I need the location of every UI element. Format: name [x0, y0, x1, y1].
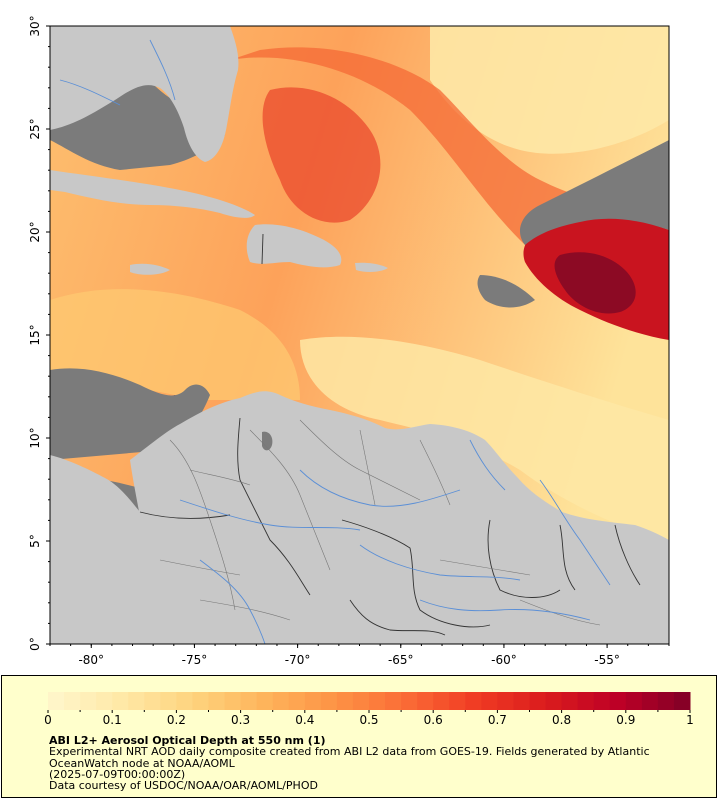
colorbar-cells — [48, 692, 691, 710]
colorbar-cell — [513, 692, 530, 710]
colorbar-cell — [320, 692, 338, 710]
lat-tick-label: 0° — [28, 637, 42, 651]
lon-tick-label: -80° — [78, 653, 104, 667]
colorbar-cell — [160, 692, 177, 710]
colorbar-cell — [352, 692, 370, 710]
lon-tick-label: -65° — [388, 653, 414, 667]
legend-title: ABI L2+ Aerosol Optical Depth at 550 nm … — [49, 734, 326, 747]
aod-core — [262, 87, 381, 223]
colorbar-cell — [577, 692, 595, 710]
land-jamaica — [130, 263, 170, 275]
colorbar-tick-label: 1 — [686, 713, 694, 727]
aod-extreme-patch — [554, 252, 636, 314]
colorbar-cell — [673, 692, 691, 710]
colorbar-tick-label: 0.7 — [488, 713, 507, 727]
colorbar-cell — [240, 692, 258, 710]
colorbar-cell — [593, 692, 611, 710]
colorbar-cell — [401, 692, 418, 710]
colorbar-cell — [497, 692, 514, 710]
legend-credit: Data courtesy of USDOC/NOAA/OAR/AOML/PHO… — [49, 779, 318, 792]
colorbar-cell — [449, 692, 466, 710]
colorbar-cell — [369, 692, 386, 710]
lon-tick-label: -60° — [491, 653, 517, 667]
colorbar-cell — [48, 692, 65, 710]
lat-tick-label: 30° — [28, 15, 42, 36]
map-figure: 0° 5° 10° 15° 20° 25° 30° -80° -75° -70° -65° -60°… — [28, 15, 670, 667]
colorbar-cell — [465, 692, 482, 710]
colorbar-tick-label: 0.3 — [231, 713, 250, 727]
colorbar-tick-label: 0.8 — [552, 713, 571, 727]
colorbar-cell — [433, 692, 450, 710]
colorbar-cell — [288, 692, 306, 710]
colorbar-cell — [481, 692, 498, 710]
colorbar-tick-label: 0.4 — [295, 713, 314, 727]
colorbar-cell — [625, 692, 643, 710]
longitude-axis: -80° -75° -70° -65° -60° -55° — [49, 644, 670, 667]
land-hispaniola — [246, 224, 342, 268]
colorbar-cell — [96, 692, 113, 710]
colorbar-cell — [64, 692, 81, 710]
colorbar-cell — [128, 692, 145, 710]
lat-tick-label: 15° — [28, 324, 42, 345]
colorbar-tick-label: 0.2 — [167, 713, 186, 727]
land-puerto-rico — [355, 262, 388, 273]
admin-borders — [159, 419, 601, 626]
lon-tick-label: -70° — [285, 653, 311, 667]
colorbar-cell — [192, 692, 209, 710]
nodata-east2 — [477, 275, 535, 308]
colorbar-cell — [641, 692, 659, 710]
land-north-america — [50, 26, 239, 162]
legend-description: Experimental NRT AOD daily composite cre… — [49, 745, 650, 770]
colorbar-cell — [176, 692, 193, 710]
lat-tick-label: 10° — [28, 427, 42, 448]
colorbar-cell — [545, 692, 563, 710]
colorbar-ticks: 0 0.1 0.2 0.3 0.4 0.5 0.6 0.7 0.8 0.9 1 — [44, 710, 694, 727]
lat-tick-label: 5° — [28, 534, 42, 548]
colorbar-cell — [256, 692, 274, 710]
colorbar-cell — [336, 692, 354, 710]
lon-tick-label: -75° — [182, 653, 208, 667]
latitude-axis: 0° 5° 10° 15° 20° 25° 30° — [28, 15, 50, 651]
lat-tick-label: 25° — [28, 118, 42, 139]
colorbar-tick-label: 0.5 — [359, 713, 378, 727]
map-plot-area — [50, 26, 669, 644]
nodata-east — [520, 140, 669, 245]
colorbar-cell — [657, 692, 675, 710]
colorbar-cell — [208, 692, 226, 710]
legend-date: (2025-07-09T00:00:00Z) — [49, 768, 186, 781]
colorbar-cell — [304, 692, 322, 710]
colorbar-cell — [609, 692, 627, 710]
legend-panel: 0 0.1 0.2 0.3 0.4 0.5 0.6 0.7 0.8 0.9 1 ABI L2+ Ae… — [1, 675, 717, 798]
colorbar-cell — [224, 692, 242, 710]
colorbar-cell — [417, 692, 434, 710]
lon-tick-label: -55° — [594, 653, 620, 667]
colorbar-tick-label: 0 — [44, 713, 52, 727]
colorbar-cell — [144, 692, 161, 710]
aod-mid-region — [50, 289, 300, 400]
land-south-america — [110, 391, 669, 644]
colorbar-tick-label: 0.9 — [616, 713, 635, 727]
colorbar-tick-label: 0.6 — [424, 713, 443, 727]
colorbar-cell — [112, 692, 129, 710]
colorbar-cell — [561, 692, 579, 710]
colorbar-cell — [385, 692, 402, 710]
country-borders — [139, 233, 641, 636]
lake-maracaibo — [262, 431, 273, 451]
colorbar: 0 0.1 0.2 0.3 0.4 0.5 0.6 0.7 0.8 0.9 1 — [44, 692, 694, 727]
aod-low-region-south — [300, 336, 669, 540]
aod-low-region-north — [430, 26, 669, 154]
colorbar-cell — [80, 692, 97, 710]
colorbar-cell — [529, 692, 547, 710]
colorbar-cell — [272, 692, 290, 710]
rivers — [59, 39, 611, 644]
land-cuba — [50, 170, 255, 218]
colorbar-tick-label: 0.1 — [103, 713, 122, 727]
land-central-america — [50, 455, 152, 644]
lat-tick-label: 20° — [28, 221, 42, 242]
